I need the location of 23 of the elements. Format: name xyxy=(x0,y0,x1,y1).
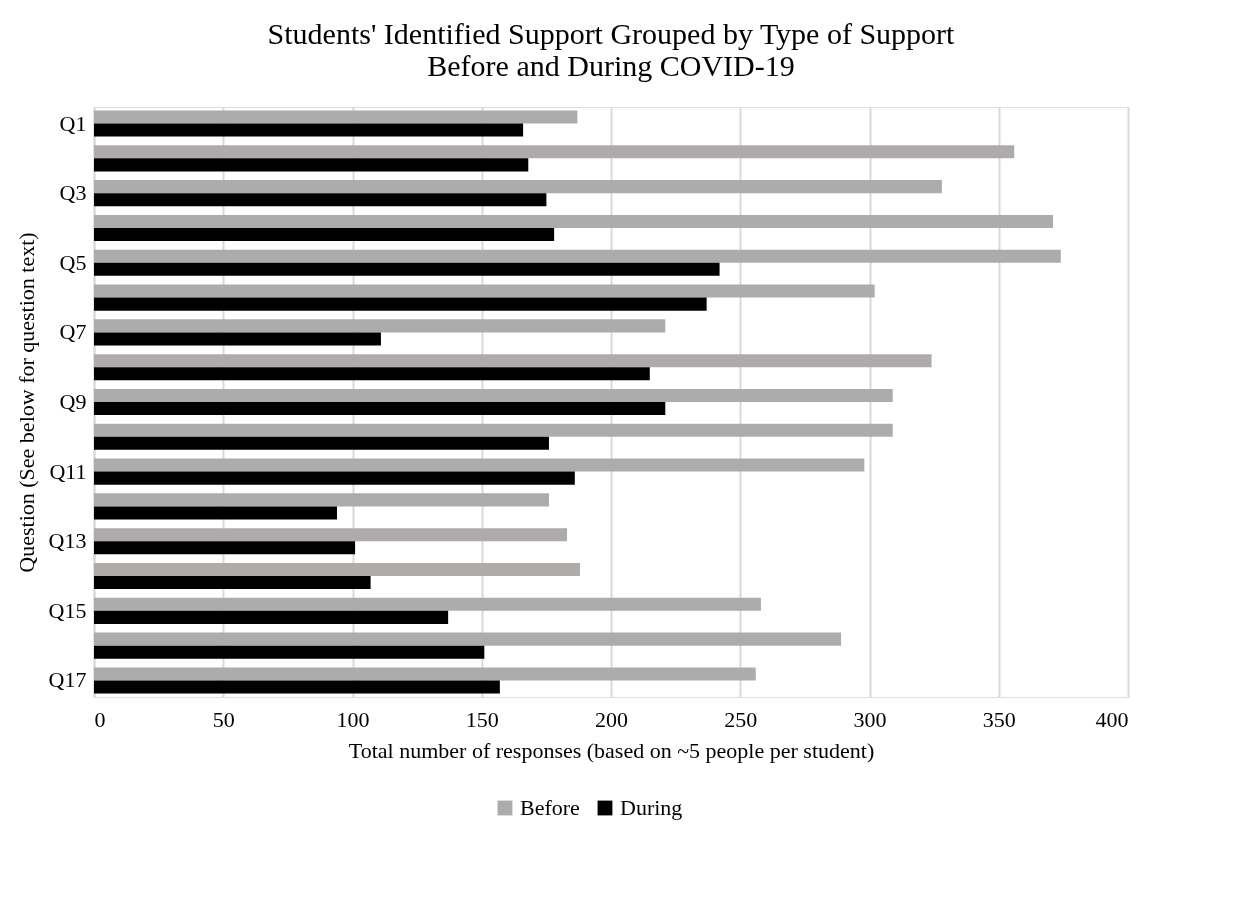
x-tick-label: 250 xyxy=(724,706,758,732)
x-tick-label: 400 xyxy=(1095,706,1129,732)
y-axis-title: Question (See below for question text) xyxy=(13,232,39,573)
legend-label: During xyxy=(620,795,683,820)
y-tick-label: Q11 xyxy=(49,458,87,484)
x-axis-title: Total number of responses (based on ~5 people per student) xyxy=(348,737,875,763)
x-tick-label: 100 xyxy=(336,706,370,732)
x-tick-label: 0 xyxy=(94,706,106,732)
x-tick-label: 200 xyxy=(595,706,628,732)
x-tick-label: 300 xyxy=(853,706,887,732)
y-tick-label: Q3 xyxy=(59,180,87,206)
x-tick-label: 50 xyxy=(212,706,235,732)
x-tick-label: 150 xyxy=(465,706,499,732)
y-tick-label: Q5 xyxy=(59,249,87,275)
chart-title: Students' Identified Support Grouped by Type of Support Before and During COVID-19 xyxy=(267,17,956,82)
y-tick-label: Q17 xyxy=(48,667,87,693)
legend-label: Before xyxy=(520,795,580,820)
y-tick-label: Q9 xyxy=(59,389,87,414)
y-tick-label: Q1 xyxy=(59,110,87,136)
y-tick-label: Q13 xyxy=(48,528,87,554)
y-tick-label: Q15 xyxy=(48,597,87,623)
x-tick-label: 350 xyxy=(982,706,1016,732)
y-tick-label: Q7 xyxy=(59,319,87,345)
